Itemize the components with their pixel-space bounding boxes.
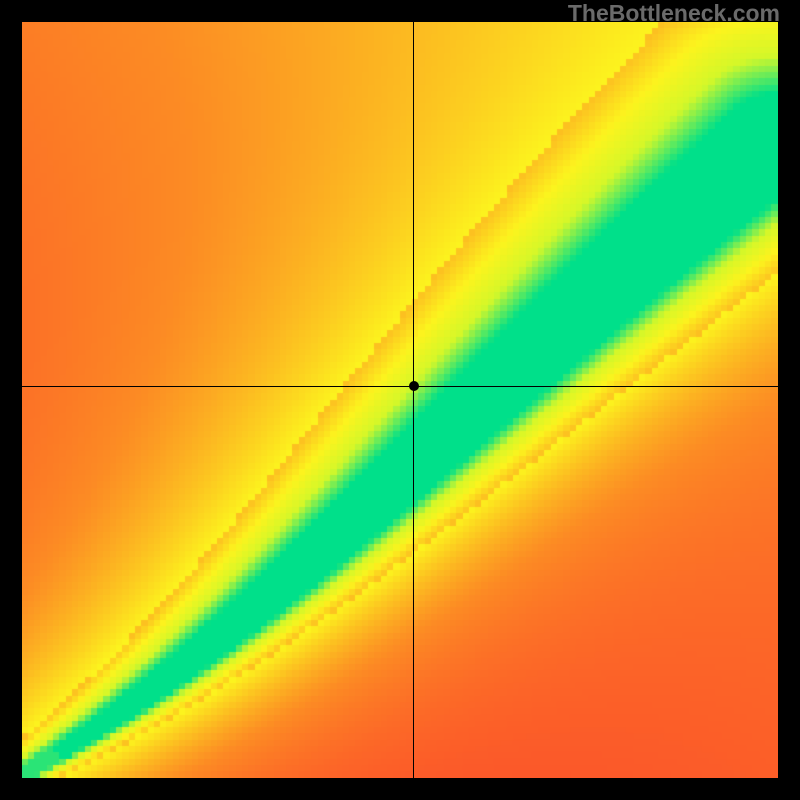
- crosshair-horizontal: [22, 386, 778, 387]
- watermark-text: TheBottleneck.com: [568, 0, 780, 27]
- crosshair-vertical: [413, 22, 414, 778]
- crosshair-marker: [409, 381, 419, 391]
- heatmap-canvas: [22, 22, 778, 778]
